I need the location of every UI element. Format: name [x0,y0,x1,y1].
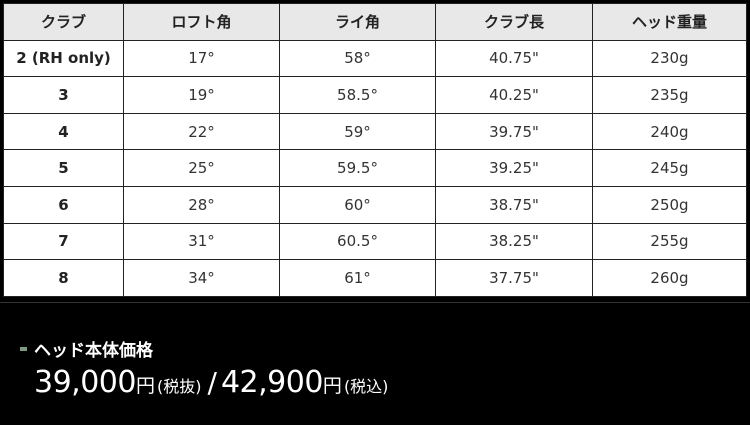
cell-head-weight: 260g [592,259,747,297]
yen-unit: 円 [322,375,342,397]
price-section: ヘッド本体価格 39,000 円 (税抜) / 42,900 円 (税込) [0,302,750,425]
cell-head-weight: 240g [592,112,747,151]
header-head-weight: ヘッド重量 [592,3,747,41]
header-lie: ライ角 [279,3,436,41]
cell-lie: 61° [279,259,436,297]
cell-loft: 17° [123,39,280,78]
cell-club: 3 [3,76,124,114]
cell-head-weight: 255g [592,222,747,261]
excl-tax-note: (税抜) [157,377,202,396]
yen-unit: 円 [135,375,155,397]
dash-icon [20,346,27,351]
table-row: 8 34° 61° 37.75" 260g [3,259,747,297]
price-label: ヘッド本体価格 [20,336,153,361]
price-incl-tax: 42,900 [220,365,323,400]
cell-loft: 22° [123,112,280,151]
table-row: 7 31° 60.5° 38.25" 255g [3,222,747,261]
cell-loft: 28° [123,185,280,224]
cell-loft: 31° [123,222,280,261]
cell-length: 40.75" [435,39,593,78]
cell-head-weight: 230g [592,39,747,78]
header-club: クラブ [3,3,124,41]
table-row: 3 19° 58.5° 40.25" 235g [3,76,747,114]
header-loft: ロフト角 [123,3,280,41]
cell-length: 39.75" [435,112,593,151]
cell-length: 39.25" [435,149,593,187]
cell-lie: 58° [279,39,436,78]
cell-lie: 59.5° [279,149,436,187]
cell-club: 5 [3,149,124,187]
cell-length: 37.75" [435,259,593,297]
table-row: 5 25° 59.5° 39.25" 245g [3,149,747,187]
cell-loft: 19° [123,76,280,114]
price-separator: / [207,366,217,399]
cell-club: 2 (RH only) [3,39,124,78]
cell-club: 6 [3,185,124,224]
cell-lie: 59° [279,112,436,151]
table-row: 4 22° 59° 39.75" 240g [3,112,747,151]
cell-length: 38.75" [435,185,593,224]
spec-table: クラブ ロフト角 ライ角 クラブ長 ヘッド重量 2 (RH only) 17° 58… [3,3,747,297]
cell-loft: 25° [123,149,280,187]
cell-club: 4 [3,112,124,151]
price-excl-tax: 39,000 [34,365,136,400]
cell-head-weight: 235g [592,76,747,114]
cell-head-weight: 250g [592,185,747,224]
cell-length: 38.25" [435,222,593,261]
cell-loft: 34° [123,259,280,297]
table-row: 6 28° 60° 38.75" 250g [3,185,747,224]
cell-length: 40.25" [435,76,593,114]
cell-lie: 58.5° [279,76,436,114]
cell-club: 7 [3,222,124,261]
cell-head-weight: 245g [592,149,747,187]
cell-club: 8 [3,259,124,297]
table-header-row: クラブ ロフト角 ライ角 クラブ長 ヘッド重量 [3,3,747,41]
header-length: クラブ長 [435,3,593,41]
price-amounts: 39,000 円 (税抜) / 42,900 円 (税込) [34,365,390,400]
price-label-text: ヘッド本体価格 [34,341,153,361]
cell-lie: 60.5° [279,222,436,261]
incl-tax-note: (税込) [343,377,389,396]
table-row: 2 (RH only) 17° 58° 40.75" 230g [3,39,747,78]
cell-lie: 60° [279,185,436,224]
